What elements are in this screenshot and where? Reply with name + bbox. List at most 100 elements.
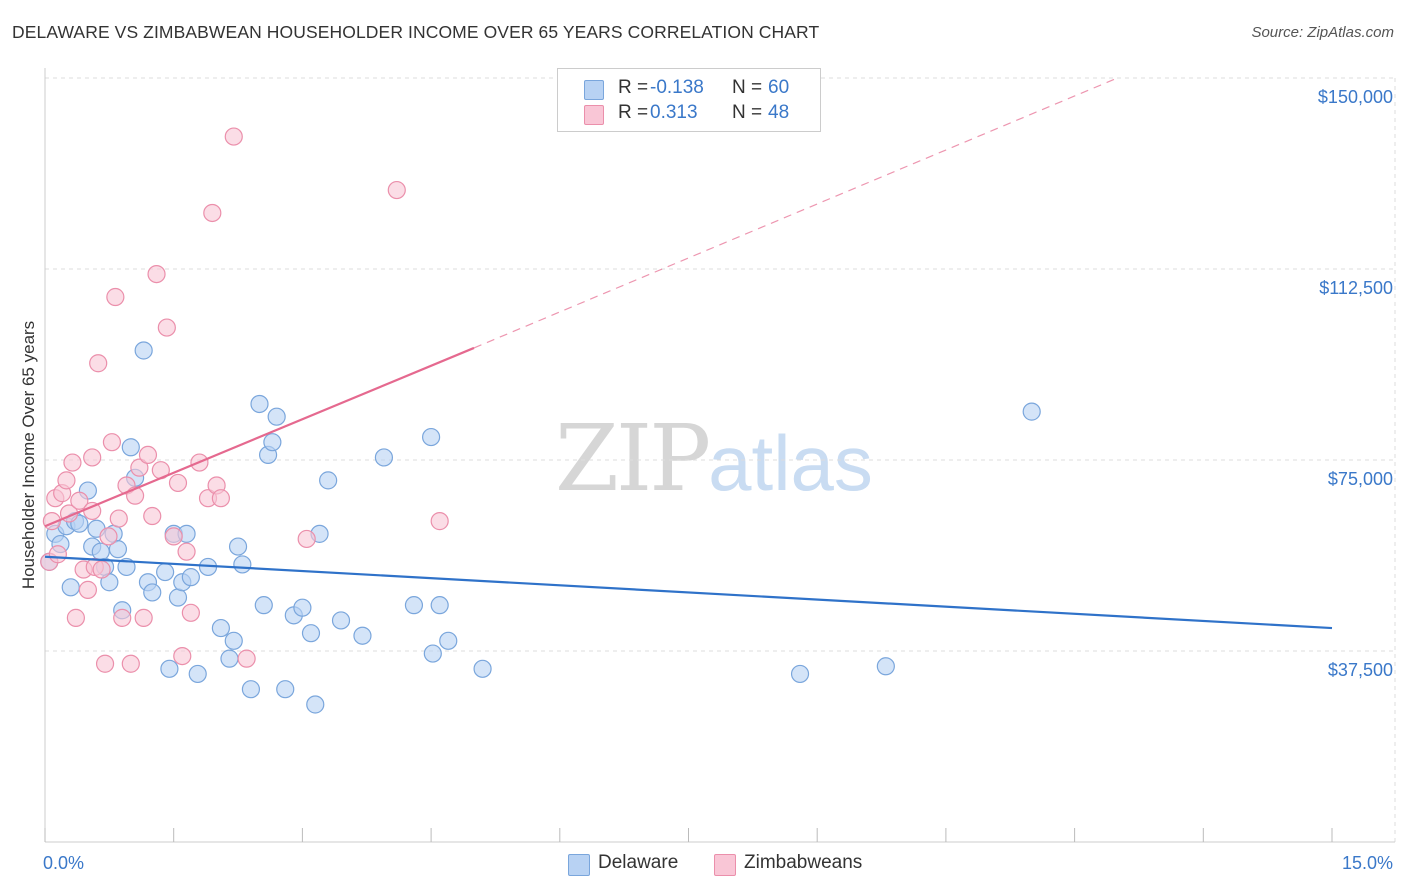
legend-n-value: 48: [768, 102, 790, 123]
data-point: [876, 657, 895, 676]
data-point: [374, 448, 394, 467]
data-point: [57, 471, 76, 490]
source-credit: Source: ZipAtlas.com: [1251, 24, 1394, 41]
y-tick-label: $75,000: [1328, 469, 1393, 489]
data-point: [66, 608, 85, 627]
data-point: [276, 680, 295, 699]
data-point: [430, 596, 449, 615]
data-point: [387, 180, 406, 200]
data-point: [143, 506, 162, 526]
data-point: [130, 458, 149, 477]
data-point: [224, 631, 243, 650]
legend-n-label: N =: [732, 102, 763, 123]
trend-line-zimbabweans-extrapolated: [473, 77, 1118, 349]
data-point: [430, 512, 449, 531]
series-delaware: [40, 341, 1041, 714]
legend-swatch-delaware: [584, 80, 604, 100]
data-point: [220, 649, 239, 668]
data-point: [48, 545, 67, 564]
y-tick-label: $37,500: [1328, 660, 1393, 680]
legend-n-value: 60: [768, 77, 790, 98]
data-point: [121, 438, 140, 457]
data-point: [423, 644, 442, 663]
bottom-legend-swatch-zimbabweans: [714, 854, 736, 876]
data-point: [168, 588, 188, 607]
data-point: [168, 473, 188, 493]
data-point: [224, 127, 243, 146]
legend-r-value: -0.138: [650, 77, 704, 98]
data-point: [263, 433, 282, 452]
data-point: [188, 664, 207, 684]
bottom-legend-label-delaware: Delaware: [598, 852, 679, 873]
chart-title: DELAWARE VS ZIMBABWEAN HOUSEHOLDER INCOM…: [12, 22, 820, 42]
axes: [44, 68, 1395, 843]
data-point: [106, 287, 125, 307]
data-point: [331, 611, 351, 630]
data-point: [306, 695, 325, 714]
bottom-legend-swatch-delaware: [568, 854, 590, 876]
legend-r-label: R =: [618, 102, 649, 123]
data-point: [297, 529, 316, 549]
trend-lines: [44, 77, 1333, 630]
y-tick-label: $112,500: [1319, 278, 1393, 298]
grid: [45, 77, 1396, 842]
data-point: [147, 264, 166, 284]
data-point: [160, 659, 179, 678]
data-point: [157, 318, 176, 337]
data-point: [83, 448, 102, 467]
data-point: [439, 631, 458, 650]
trend-line-zimbabweans: [44, 346, 475, 528]
data-point: [254, 596, 273, 615]
data-point: [70, 491, 89, 510]
data-point: [156, 562, 175, 582]
data-point: [353, 626, 372, 645]
data-point: [108, 540, 128, 559]
data-point: [228, 537, 248, 556]
data-point: [181, 603, 200, 622]
data-point: [117, 557, 136, 577]
data-point: [173, 646, 192, 666]
data-point: [99, 527, 118, 546]
watermark-zip: ZIP: [555, 405, 711, 512]
y-axis-label: Householder Income Over 65 years: [19, 321, 38, 589]
legend-r-value: 0.313: [650, 102, 698, 123]
data-point: [237, 649, 256, 668]
data-point: [211, 489, 230, 508]
series-zimbabweans: [40, 127, 449, 673]
data-point: [113, 608, 132, 627]
bottom-legend-label-zimbabweans: Zimbabweans: [744, 852, 863, 873]
data-point: [473, 659, 492, 678]
trend-line-delaware: [44, 555, 1333, 630]
data-points: [40, 127, 1041, 714]
legend-r-label: R =: [618, 77, 649, 98]
data-point: [241, 680, 261, 699]
data-point: [1022, 402, 1041, 421]
data-point: [61, 578, 80, 597]
data-point: [267, 407, 286, 426]
data-point: [404, 596, 424, 615]
data-point: [233, 555, 252, 574]
data-point: [211, 618, 230, 638]
data-point: [319, 471, 338, 490]
data-point: [95, 654, 115, 673]
data-point: [109, 509, 128, 528]
data-point: [203, 203, 222, 223]
data-point: [790, 664, 810, 684]
data-point: [138, 445, 158, 465]
data-point: [422, 427, 441, 447]
legend-n-label: N =: [732, 77, 763, 98]
y-tick-label: $150,000: [1318, 87, 1393, 107]
legend-swatch-zimbabweans: [584, 105, 604, 125]
axis-labels: $37,500 $75,000 $112,500 $150,000 0.0% 15.0% H…: [19, 87, 1393, 873]
data-point: [134, 608, 153, 627]
data-point: [89, 354, 108, 373]
data-point: [164, 527, 183, 546]
x-tick-label: 15.0%: [1342, 853, 1393, 873]
watermark: ZIPatlas: [555, 405, 873, 512]
data-point: [121, 654, 140, 673]
watermark-atlas: atlas: [708, 419, 873, 507]
correlation-legend: R = -0.138 N = 60 R = 0.313 N = 48: [557, 68, 821, 132]
data-point: [92, 560, 111, 579]
data-point: [177, 542, 196, 561]
data-point: [301, 624, 321, 643]
